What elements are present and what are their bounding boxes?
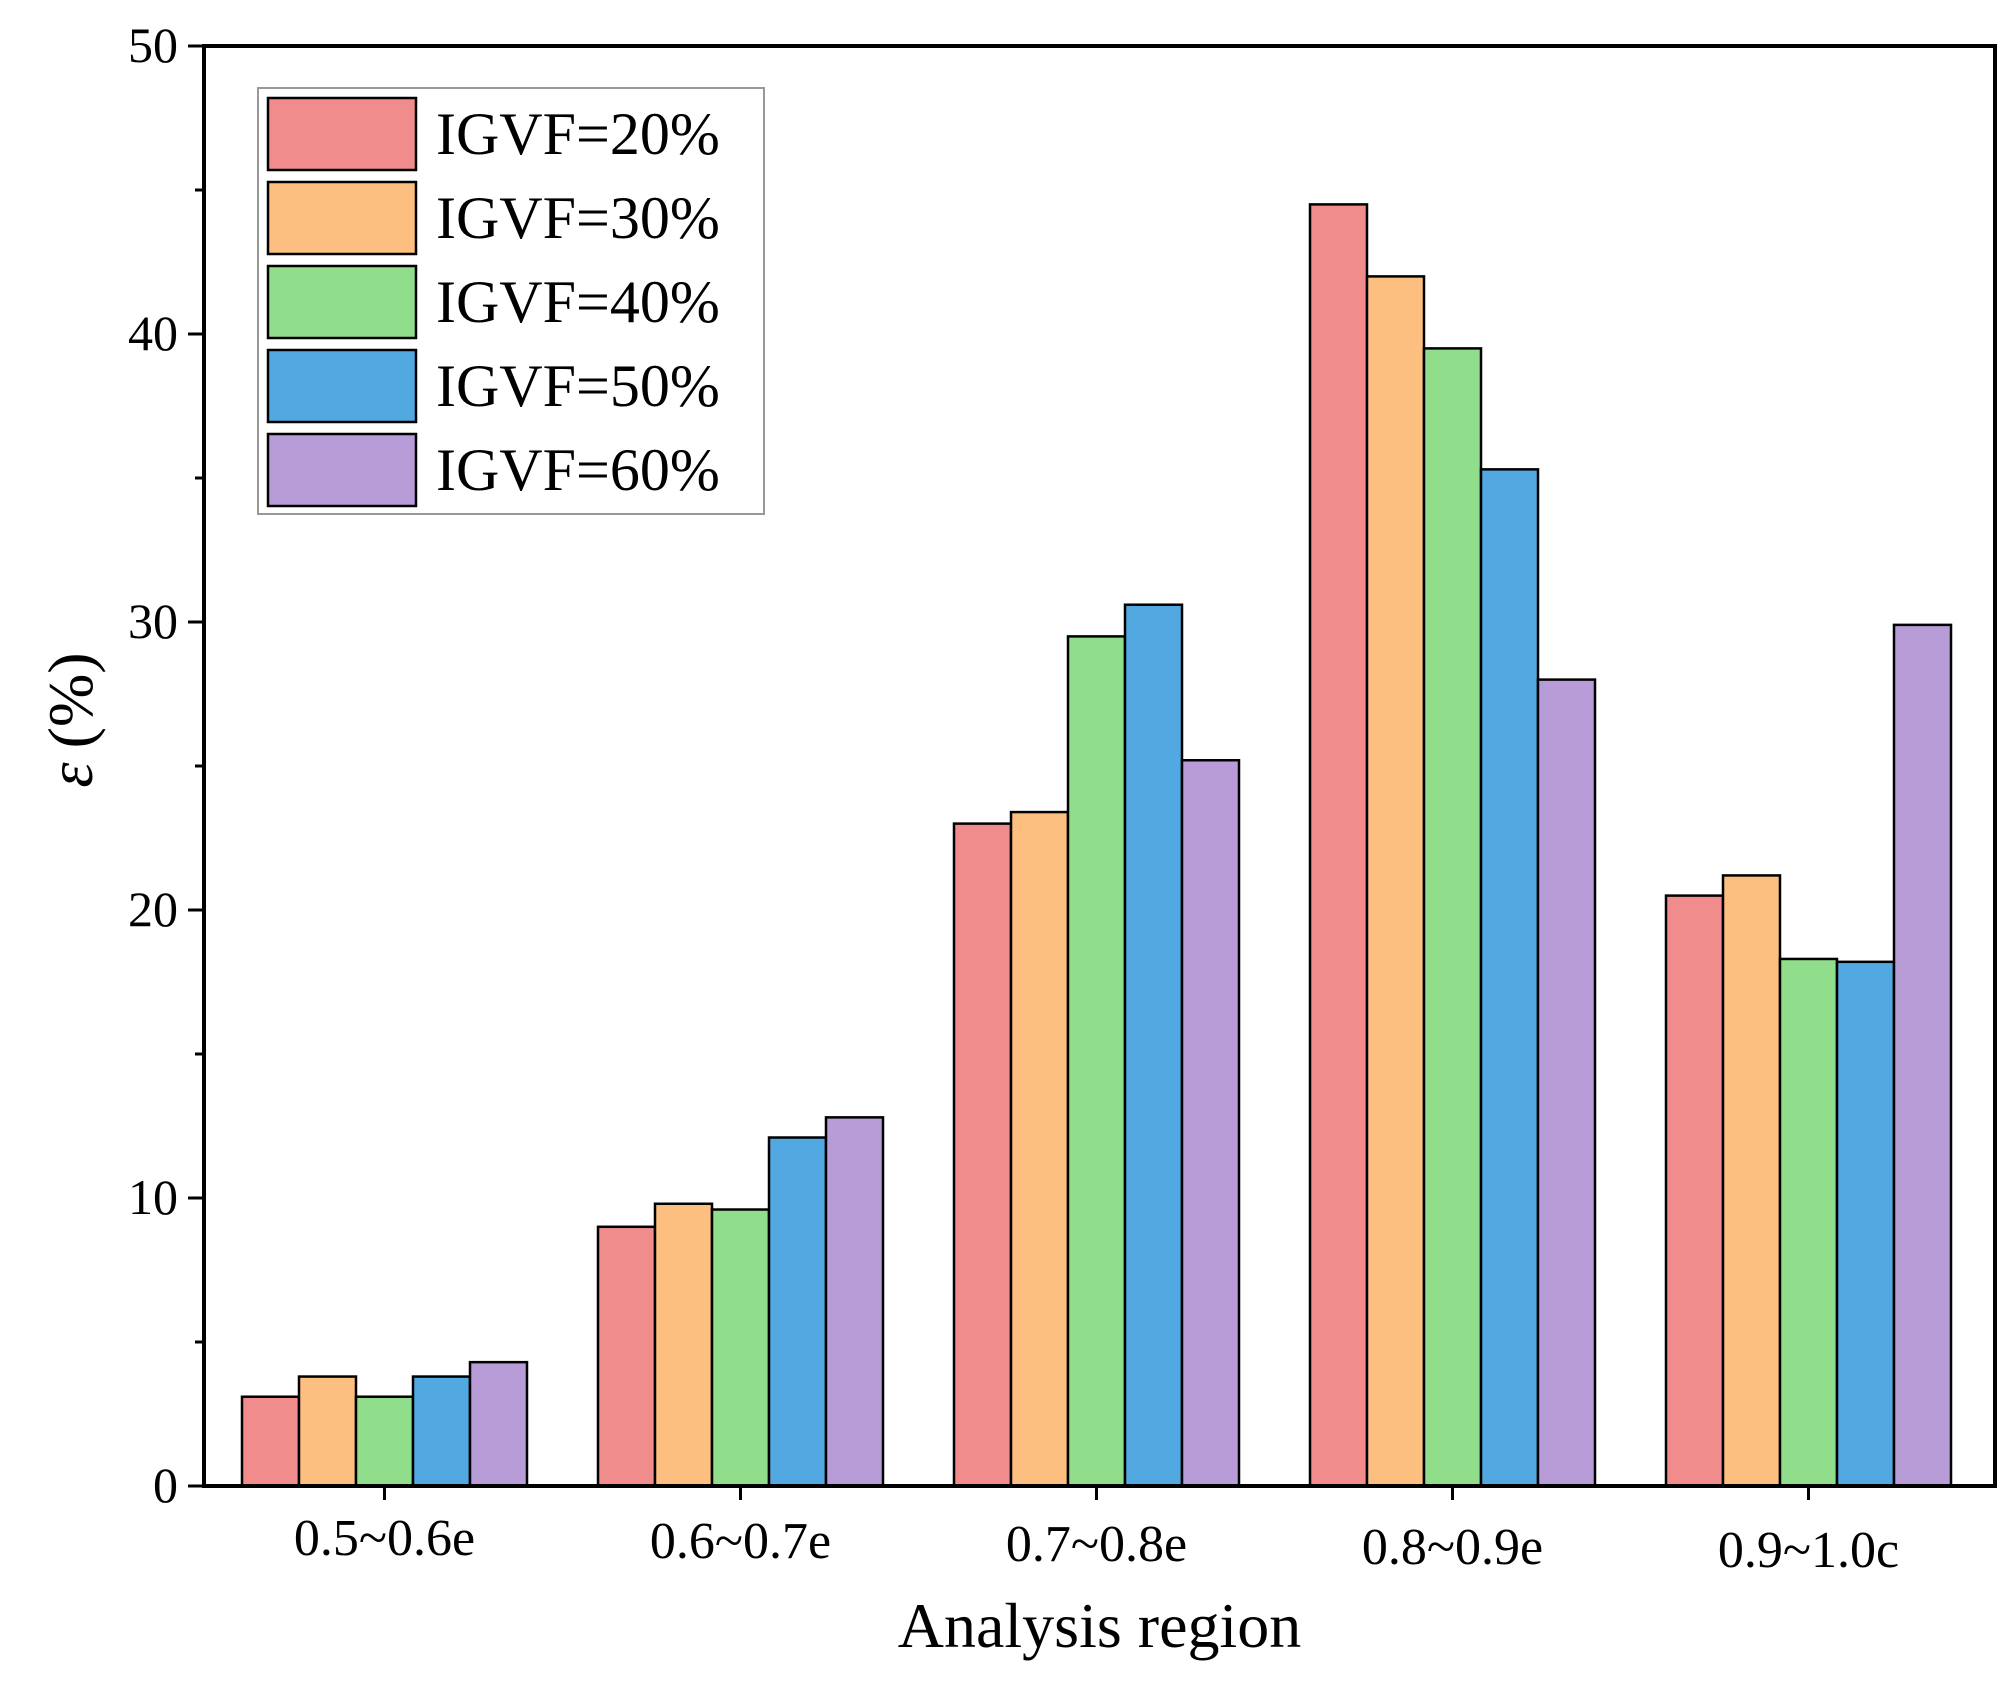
bar-0.8~0.9e-IGVF=40% (1422, 347, 1483, 1488)
legend-label: IGVF=40% (436, 269, 720, 335)
bar-0.9~1.0c-IGVF=60% (1892, 623, 1953, 1488)
bar-0.7~0.8e-IGVF=60% (1180, 758, 1241, 1488)
bar-0.9~1.0c-IGVF=40% (1778, 957, 1839, 1488)
bar-0.7~0.8e-IGVF=40% (1066, 635, 1127, 1488)
bar-0.5~0.6e-IGVF=60% (468, 1360, 529, 1488)
legend-label: IGVF=60% (436, 437, 720, 503)
legend-swatch (266, 96, 418, 172)
bar-0.5~0.6e-IGVF=50% (411, 1375, 472, 1488)
bar-0.7~0.8e-IGVF=50% (1123, 603, 1184, 1488)
legend-swatch (266, 264, 418, 340)
bar-0.8~0.9e-IGVF=20% (1308, 203, 1369, 1488)
x-tick-label: 0.6~0.7e (650, 1513, 831, 1570)
legend-swatch (266, 180, 418, 256)
y-tick-label: 10 (128, 1169, 178, 1225)
x-tick-label: 0.5~0.6e (294, 1510, 475, 1567)
svg-text:ε(%): ε (%) (35, 652, 106, 787)
legend-swatch (266, 348, 418, 424)
x-tick-label: 0.8~0.9e (1362, 1519, 1543, 1576)
bar-0.9~1.0c-IGVF=20% (1664, 894, 1725, 1488)
bar-0.6~0.7e-IGVF=40% (710, 1208, 771, 1488)
y-axis-symbol: ε (35, 762, 106, 788)
bar-0.9~1.0c-IGVF=50% (1835, 960, 1896, 1488)
legend-label: IGVF=30% (436, 185, 720, 251)
x-tick-label: 0.9~1.0c (1718, 1522, 1899, 1579)
y-tick-label: 0 (153, 1457, 178, 1513)
y-tick-label: 30 (128, 593, 178, 649)
bar-0.5~0.6e-IGVF=40% (354, 1395, 415, 1488)
bar-0.7~0.8e-IGVF=20% (952, 822, 1013, 1488)
bar-0.8~0.9e-IGVF=30% (1365, 275, 1426, 1488)
y-axis-unit: (%) (35, 652, 106, 748)
bar-0.8~0.9e-IGVF=60% (1536, 678, 1597, 1488)
bar-0.9~1.0c-IGVF=30% (1721, 874, 1782, 1488)
axes-layer: 0 10 20 30 40 50 0.5~0.6e 0.6~0.7e 0.7~0.8e 0.8~0… (128, 17, 1997, 1579)
y-tick-label: 20 (128, 881, 178, 937)
bar-0.8~0.9e-IGVF=50% (1479, 468, 1540, 1488)
legend-label: IGVF=50% (436, 353, 720, 419)
y-tick-label: 50 (128, 17, 178, 73)
legend: IGVF=20% IGVF=30% IGVF=40% IGVF=50% IGVF=60% (257, 87, 765, 515)
legend-label: IGVF=20% (436, 101, 720, 167)
bar-0.5~0.6e-IGVF=30% (297, 1375, 358, 1488)
bar-0.7~0.8e-IGVF=30% (1009, 810, 1070, 1488)
bar-0.5~0.6e-IGVF=20% (240, 1395, 301, 1488)
bar-0.6~0.7e-IGVF=50% (767, 1136, 828, 1488)
bar-0.6~0.7e-IGVF=20% (596, 1225, 657, 1488)
x-tick-label: 0.7~0.8e (1006, 1516, 1187, 1573)
y-axis-title: ε (%) (35, 652, 106, 787)
y-tick-label: 40 (128, 305, 178, 361)
legend-swatch (266, 432, 418, 508)
bar-0.6~0.7e-IGVF=60% (824, 1116, 885, 1488)
bar-0.6~0.7e-IGVF=30% (653, 1202, 714, 1488)
bars-layer (240, 203, 1953, 1488)
x-axis-title: Analysis region (898, 1590, 1302, 1661)
